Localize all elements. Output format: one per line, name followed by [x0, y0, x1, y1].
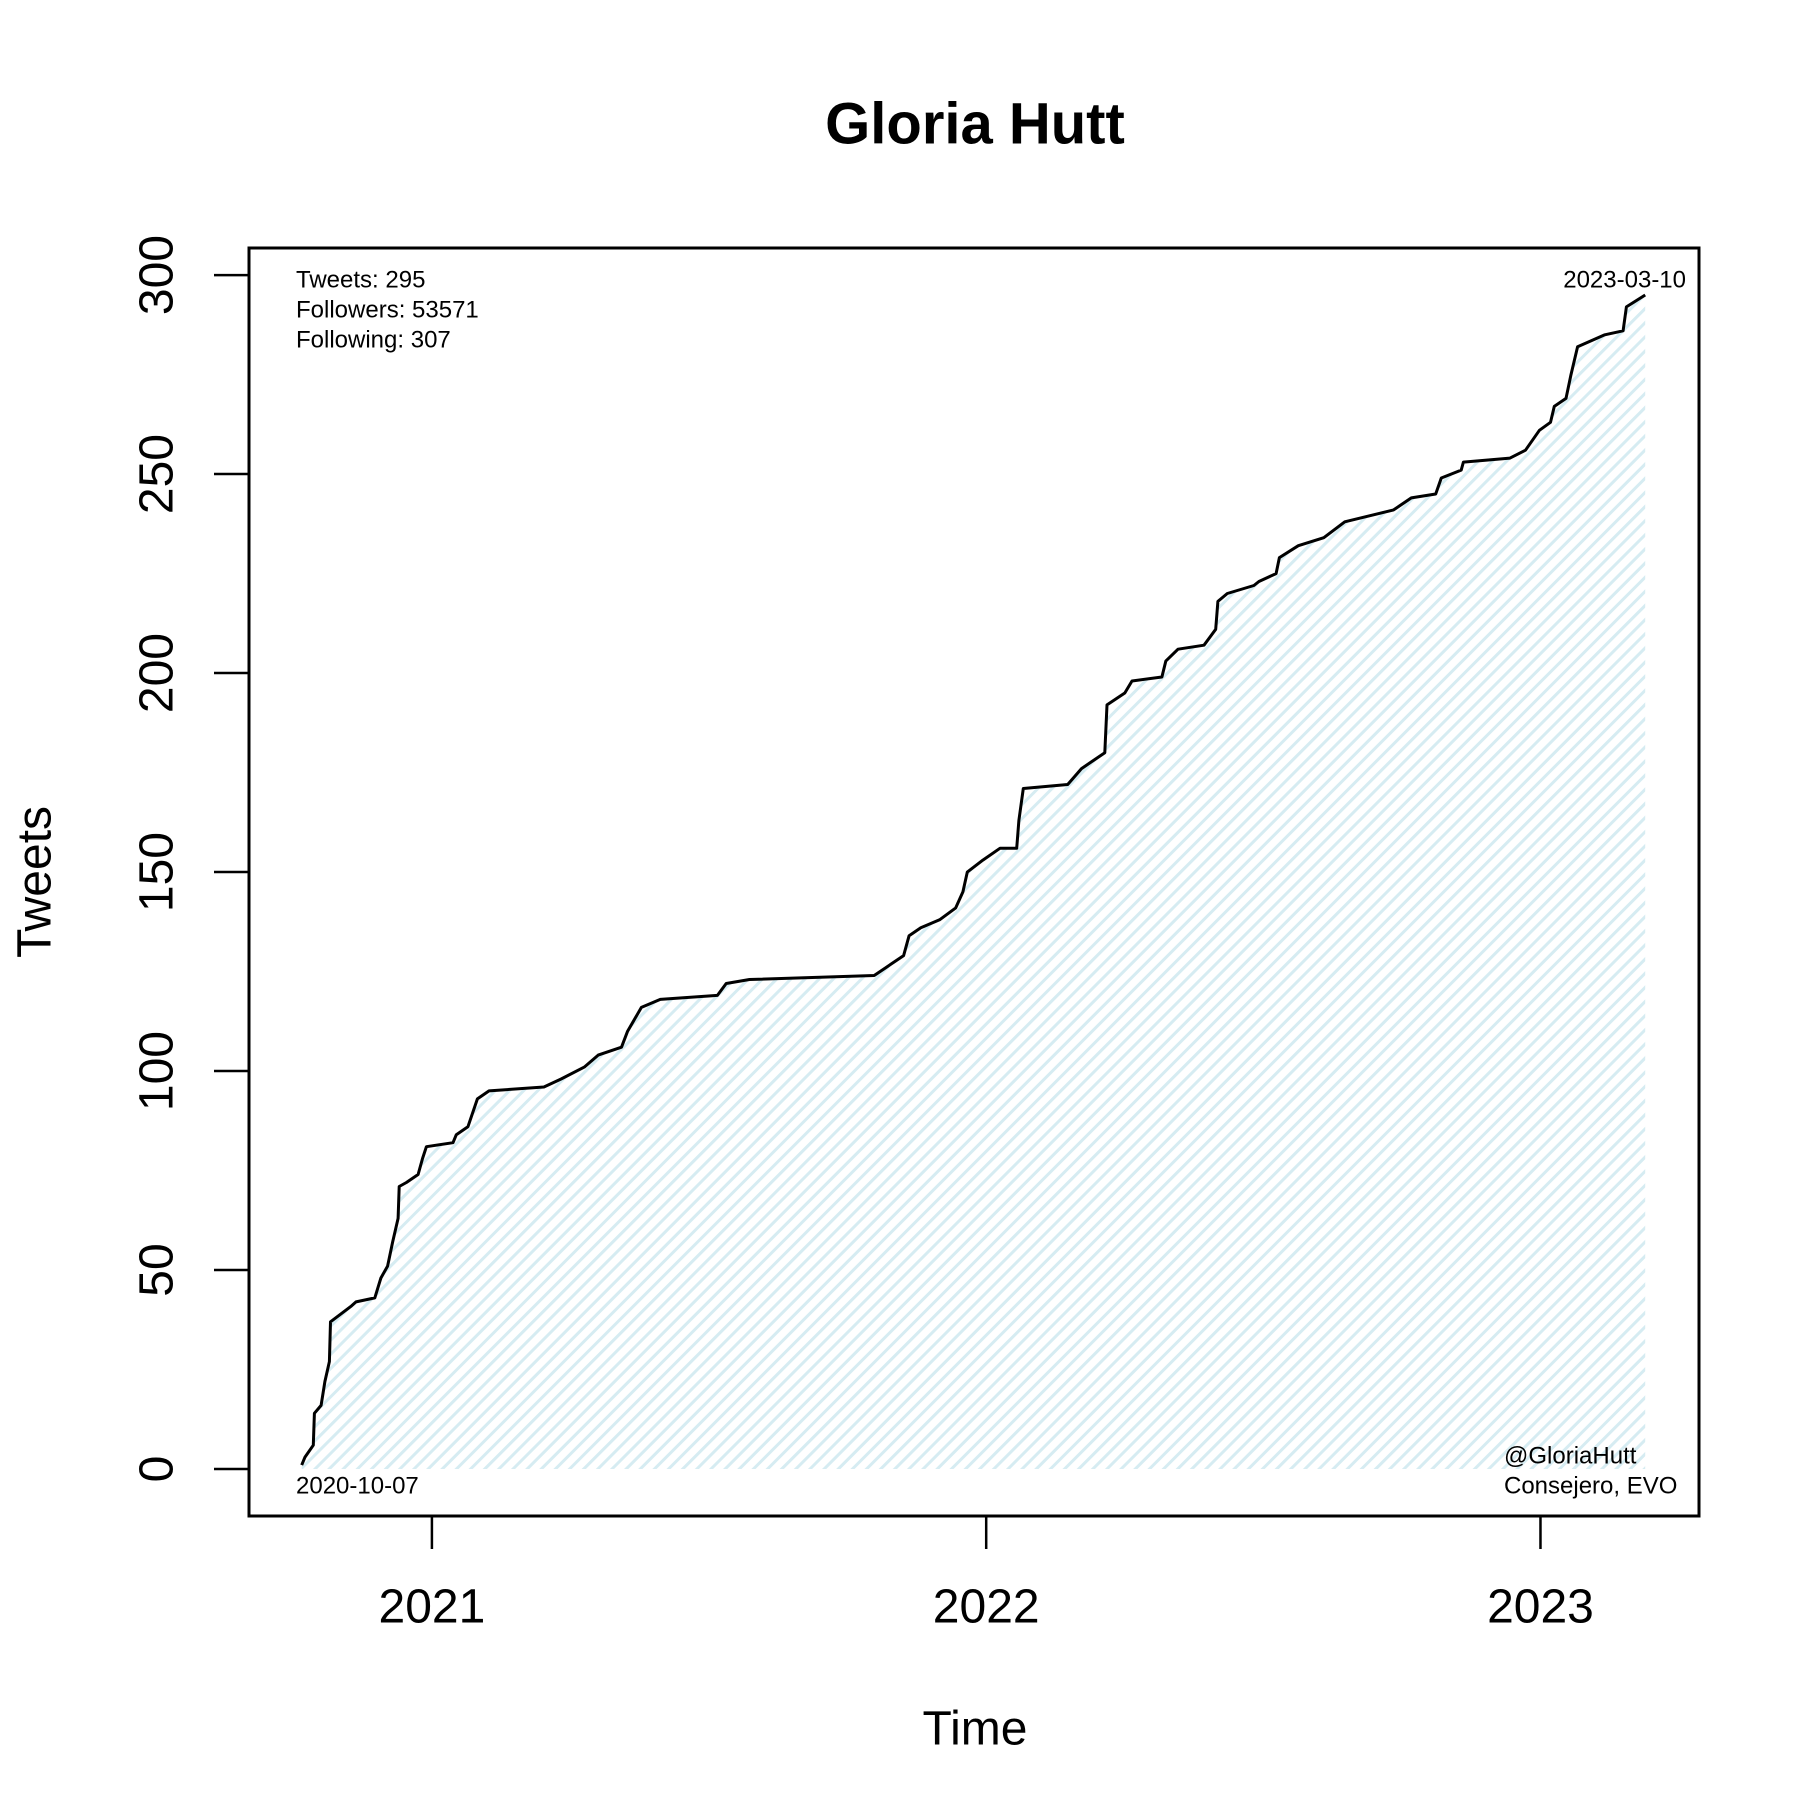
y-tick-label: 50 [131, 1243, 184, 1296]
area-fill [301, 295, 1646, 1469]
x-tick-label: 2022 [933, 1581, 1040, 1634]
x-axis-title: Time [923, 1703, 1028, 1756]
account-note: @GloriaHutt [1504, 1442, 1637, 1469]
x-tick-label: 2021 [379, 1581, 486, 1634]
stat-note: Tweets: 295 [296, 266, 425, 293]
stat-note: Following: 307 [296, 326, 451, 353]
y-tick-label: 100 [131, 1031, 184, 1111]
y-tick-label: 300 [131, 235, 184, 315]
stat-note: Followers: 53571 [296, 296, 479, 323]
start-date-note: 2020-10-07 [296, 1472, 419, 1499]
y-tick-label: 0 [131, 1456, 184, 1483]
data-line [300, 293, 1647, 1466]
y-tick-label: 250 [131, 434, 184, 514]
x-tick-label: 2023 [1487, 1581, 1594, 1634]
chart-title: Gloria Hutt [825, 91, 1125, 156]
account-note: Consejero, EVO [1504, 1472, 1677, 1499]
y-tick-label: 150 [131, 832, 184, 912]
end-date-note: 2023-03-10 [1563, 266, 1686, 293]
y-tick-label: 200 [131, 633, 184, 713]
y-axis-title: Tweets [9, 806, 62, 958]
plot-frame [247, 246, 1701, 1518]
